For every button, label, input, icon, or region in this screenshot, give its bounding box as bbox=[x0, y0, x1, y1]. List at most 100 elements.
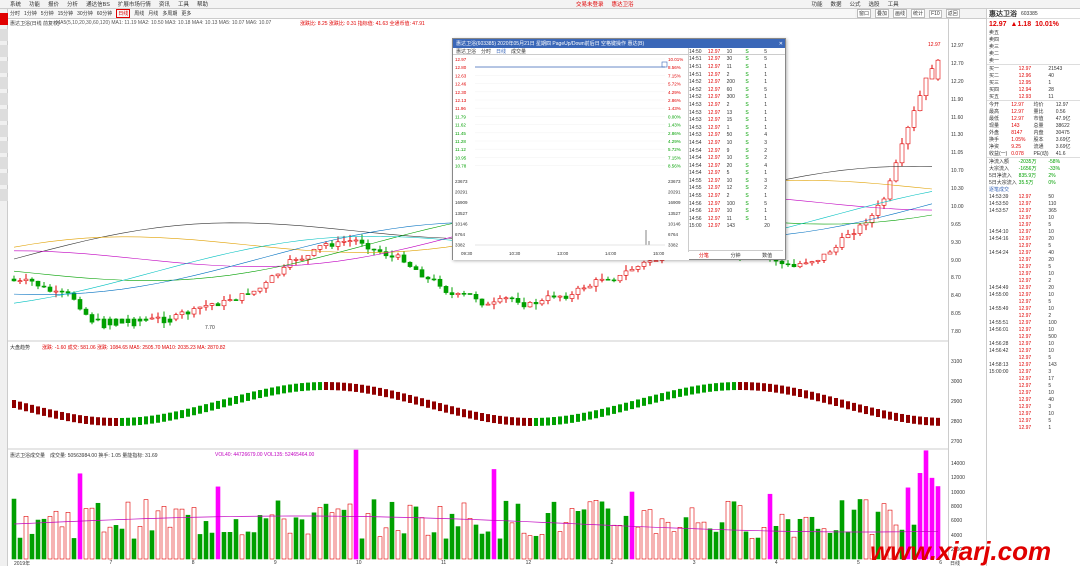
rail-tab-2[interactable] bbox=[0, 29, 8, 41]
popup-tab-min[interactable]: 分时 bbox=[481, 48, 492, 55]
period-5m[interactable]: 5分钟 bbox=[40, 11, 54, 17]
btn-f10[interactable]: F10 bbox=[929, 9, 942, 18]
candle-body bbox=[485, 303, 491, 306]
close-icon[interactable]: ✕ bbox=[778, 40, 783, 47]
trade-row: 12.97 20 bbox=[987, 256, 1080, 263]
trend-bar bbox=[612, 405, 616, 414]
menu-quote[interactable]: 报价 bbox=[48, 2, 60, 8]
rail-tab-8[interactable] bbox=[0, 125, 8, 137]
intraday-pct-label: 5.72% bbox=[668, 147, 681, 152]
quote-cell: 12.97 bbox=[1018, 249, 1032, 256]
tick-cell: S bbox=[745, 79, 749, 86]
foot-tab-min[interactable]: 分钟 bbox=[730, 252, 741, 259]
foot-tab-val[interactable]: 数值 bbox=[762, 252, 773, 259]
trend-bar bbox=[852, 402, 856, 411]
volume-bar bbox=[77, 473, 83, 560]
menu-ext[interactable]: 扩展市场行情 bbox=[117, 2, 151, 8]
popup-title-bar[interactable]: 惠达卫浴(603385) 2020年05月21日 星期四 PageUp/Down… bbox=[453, 39, 785, 48]
menu-help[interactable]: 帮助 bbox=[196, 2, 208, 8]
btn-overlay[interactable]: 叠加 bbox=[875, 9, 890, 18]
period-week[interactable]: 周线 bbox=[134, 11, 145, 17]
menu-system[interactable]: 系统 bbox=[10, 2, 22, 8]
quote-cell: 20 bbox=[1048, 235, 1054, 242]
menu-r2[interactable]: 数据 bbox=[830, 2, 842, 8]
rail-tab-4[interactable] bbox=[0, 61, 8, 73]
rail-tab-5[interactable] bbox=[0, 77, 8, 89]
tick-cell: 14:51 bbox=[689, 71, 702, 78]
menu-r4[interactable]: 选股 bbox=[868, 2, 880, 8]
period-multi[interactable]: 多周期 bbox=[162, 11, 178, 17]
volume-bar bbox=[803, 516, 809, 560]
quote-cell: -33% bbox=[1048, 165, 1061, 172]
menu-analysis[interactable]: 分析 bbox=[67, 2, 79, 8]
menu-r1[interactable]: 功能 bbox=[811, 2, 823, 8]
menu-news[interactable]: 资讯 bbox=[158, 2, 170, 8]
popup-tab-day[interactable]: 日线 bbox=[496, 48, 507, 55]
volume-bar bbox=[269, 514, 275, 560]
tick-cell: 2 bbox=[726, 101, 730, 108]
menu-function[interactable]: 功能 bbox=[29, 2, 41, 8]
volume-bar bbox=[251, 532, 257, 560]
period-30m[interactable]: 30分钟 bbox=[77, 11, 93, 17]
rail-tab-10[interactable] bbox=[0, 157, 8, 169]
quote-cell: 14:56:42 bbox=[989, 347, 1009, 354]
popup-tab-name[interactable]: 惠达卫浴 bbox=[456, 48, 477, 55]
rail-tab-9[interactable] bbox=[0, 141, 8, 153]
intraday-price-label: 11.12 bbox=[455, 147, 466, 152]
menu-bs[interactable]: 通达信BS bbox=[86, 2, 110, 8]
candle-body bbox=[71, 292, 77, 300]
menu-r3[interactable]: 公式 bbox=[849, 2, 861, 8]
candle-body bbox=[257, 287, 263, 292]
period-tick[interactable]: 分时 bbox=[10, 11, 21, 17]
period-60m[interactable]: 60分钟 bbox=[96, 11, 113, 17]
trade-row: 14:53:50 12.97 110 bbox=[987, 200, 1080, 207]
popup-tab-vol[interactable]: 成交量 bbox=[511, 48, 527, 55]
quote-cell: 3.69亿 bbox=[1055, 144, 1071, 150]
menu-tools[interactable]: 工具 bbox=[177, 2, 189, 8]
period-month[interactable]: 月线 bbox=[148, 11, 159, 17]
trend-bar bbox=[246, 392, 250, 401]
quote-cell: 28 bbox=[1048, 86, 1054, 93]
intraday-price-label: 12.13 bbox=[455, 98, 467, 103]
rail-tab-3[interactable] bbox=[0, 45, 8, 57]
axis-price-label: 9.65 bbox=[951, 221, 961, 228]
popup-title: 惠达卫浴(603385) 2020年05月21日 星期四 PageUp/Down… bbox=[456, 41, 645, 47]
tick-cell: 14:53 bbox=[689, 101, 702, 108]
volume-bar bbox=[869, 534, 875, 560]
quote-cell: 12.97 bbox=[1018, 263, 1032, 270]
rail-tab-7[interactable] bbox=[0, 109, 8, 121]
btn-window[interactable]: 窗口 bbox=[857, 9, 872, 18]
volume-bar bbox=[161, 506, 167, 560]
trend-bar bbox=[582, 412, 586, 421]
tick-cell: 1 bbox=[764, 170, 767, 177]
volume-bar bbox=[203, 521, 209, 560]
rail-tab-12[interactable] bbox=[0, 189, 8, 201]
trend-bar bbox=[624, 402, 628, 411]
candle-body bbox=[827, 251, 833, 255]
rail-tab-chart[interactable] bbox=[0, 13, 8, 25]
stock-name-title: 惠达卫浴 bbox=[611, 2, 634, 8]
rail-tab-11[interactable] bbox=[0, 173, 8, 185]
period-1m[interactable]: 1分钟 bbox=[24, 11, 37, 17]
btn-stats[interactable]: 统计 bbox=[911, 9, 926, 18]
volume-bar bbox=[335, 508, 341, 560]
volume-bar bbox=[179, 508, 185, 560]
period-day[interactable]: 日线 bbox=[116, 9, 131, 18]
intraday-popup[interactable]: 惠达卫浴(603385) 2020年05月21日 星期四 PageUp/Down… bbox=[452, 38, 786, 260]
trend-bar bbox=[618, 404, 622, 413]
trend-bar bbox=[816, 393, 820, 402]
btn-draw[interactable]: 画线 bbox=[893, 9, 908, 18]
quote-cell: 卖一 bbox=[989, 58, 1000, 64]
candle-body bbox=[149, 317, 155, 320]
btn-back[interactable]: 返回 bbox=[945, 9, 960, 18]
menu-r5[interactable]: 工具 bbox=[887, 2, 899, 8]
period-15m[interactable]: 15分钟 bbox=[57, 11, 74, 17]
foot-tab-ticks[interactable]: 分笔 bbox=[698, 252, 709, 259]
period-more[interactable]: 更多 bbox=[181, 11, 192, 17]
tick-cell: 5 bbox=[764, 200, 767, 207]
stat-row: 最高 12.97 量比 0.56 bbox=[987, 108, 1080, 116]
right-tab-day[interactable]: 日线 bbox=[950, 561, 961, 567]
rail-tab-6[interactable] bbox=[0, 93, 8, 105]
login-status[interactable]: 交易未登录 bbox=[575, 2, 604, 8]
quote-cell: 内盘 bbox=[1033, 130, 1044, 136]
